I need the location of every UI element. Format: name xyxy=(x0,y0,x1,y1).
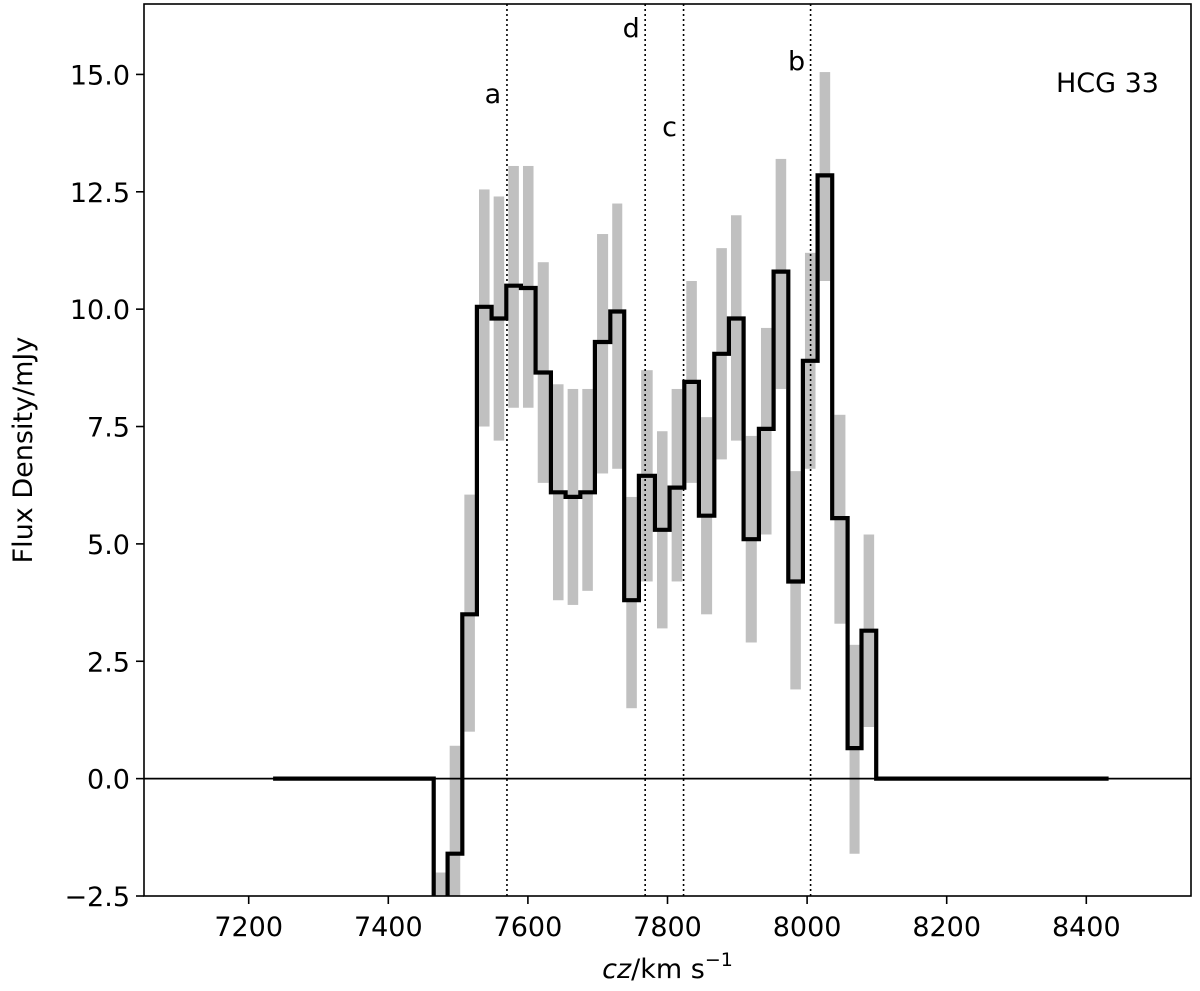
y-tick-label: 2.5 xyxy=(87,647,130,678)
error-band xyxy=(612,203,623,469)
x-tick-label: 7600 xyxy=(494,912,563,943)
galaxy-marker-label-c: c xyxy=(662,112,677,143)
error-band xyxy=(730,215,742,441)
y-tick-label: 0.0 xyxy=(87,765,130,796)
y-tick-label: 15.0 xyxy=(70,60,130,91)
error-band xyxy=(775,158,787,389)
error-band xyxy=(671,388,683,582)
spectrum-line xyxy=(273,173,1109,896)
y-tick-label: 5.0 xyxy=(87,530,130,561)
x-axis-label-units: /km s xyxy=(631,954,705,985)
x-tick-label: 8400 xyxy=(1052,912,1121,943)
x-tick-label: 7200 xyxy=(214,912,283,943)
y-axis-label: Flux Density/mJy xyxy=(8,337,39,564)
y-tick-label: 10.0 xyxy=(70,295,130,326)
x-axis-label: cz/km s−1 xyxy=(602,949,733,985)
galaxy-marker-labels: a d c b xyxy=(485,13,805,143)
galaxy-marker-label-d: d xyxy=(623,13,640,44)
y-tick-label: 7.5 xyxy=(87,413,130,444)
x-axis-label-exponent: −1 xyxy=(705,949,733,971)
x-axis-ticks: 7200 7400 7600 7800 8000 8200 8400 xyxy=(214,896,1121,943)
galaxy-marker-label-b: b xyxy=(788,46,805,77)
error-band xyxy=(449,745,461,896)
galaxy-marker-label-a: a xyxy=(485,79,502,110)
y-tick-label: 12.5 xyxy=(70,178,130,209)
error-band xyxy=(760,327,772,535)
error-band xyxy=(626,496,637,709)
error-band xyxy=(582,388,593,591)
y-axis-ticks: −2.5 0.0 2.5 5.0 7.5 10.0 12.5 15.0 xyxy=(64,60,144,913)
x-tick-label: 8200 xyxy=(912,912,981,943)
error-band xyxy=(435,872,446,896)
y-tick-label: −2.5 xyxy=(64,882,130,913)
error-band xyxy=(597,234,609,474)
x-tick-label: 7400 xyxy=(354,912,423,943)
x-tick-label: 7800 xyxy=(633,912,702,943)
x-axis-label-italic: cz xyxy=(602,954,632,985)
x-tick-label: 8000 xyxy=(773,912,842,943)
group-name-annotation: HCG 33 xyxy=(1056,68,1159,99)
